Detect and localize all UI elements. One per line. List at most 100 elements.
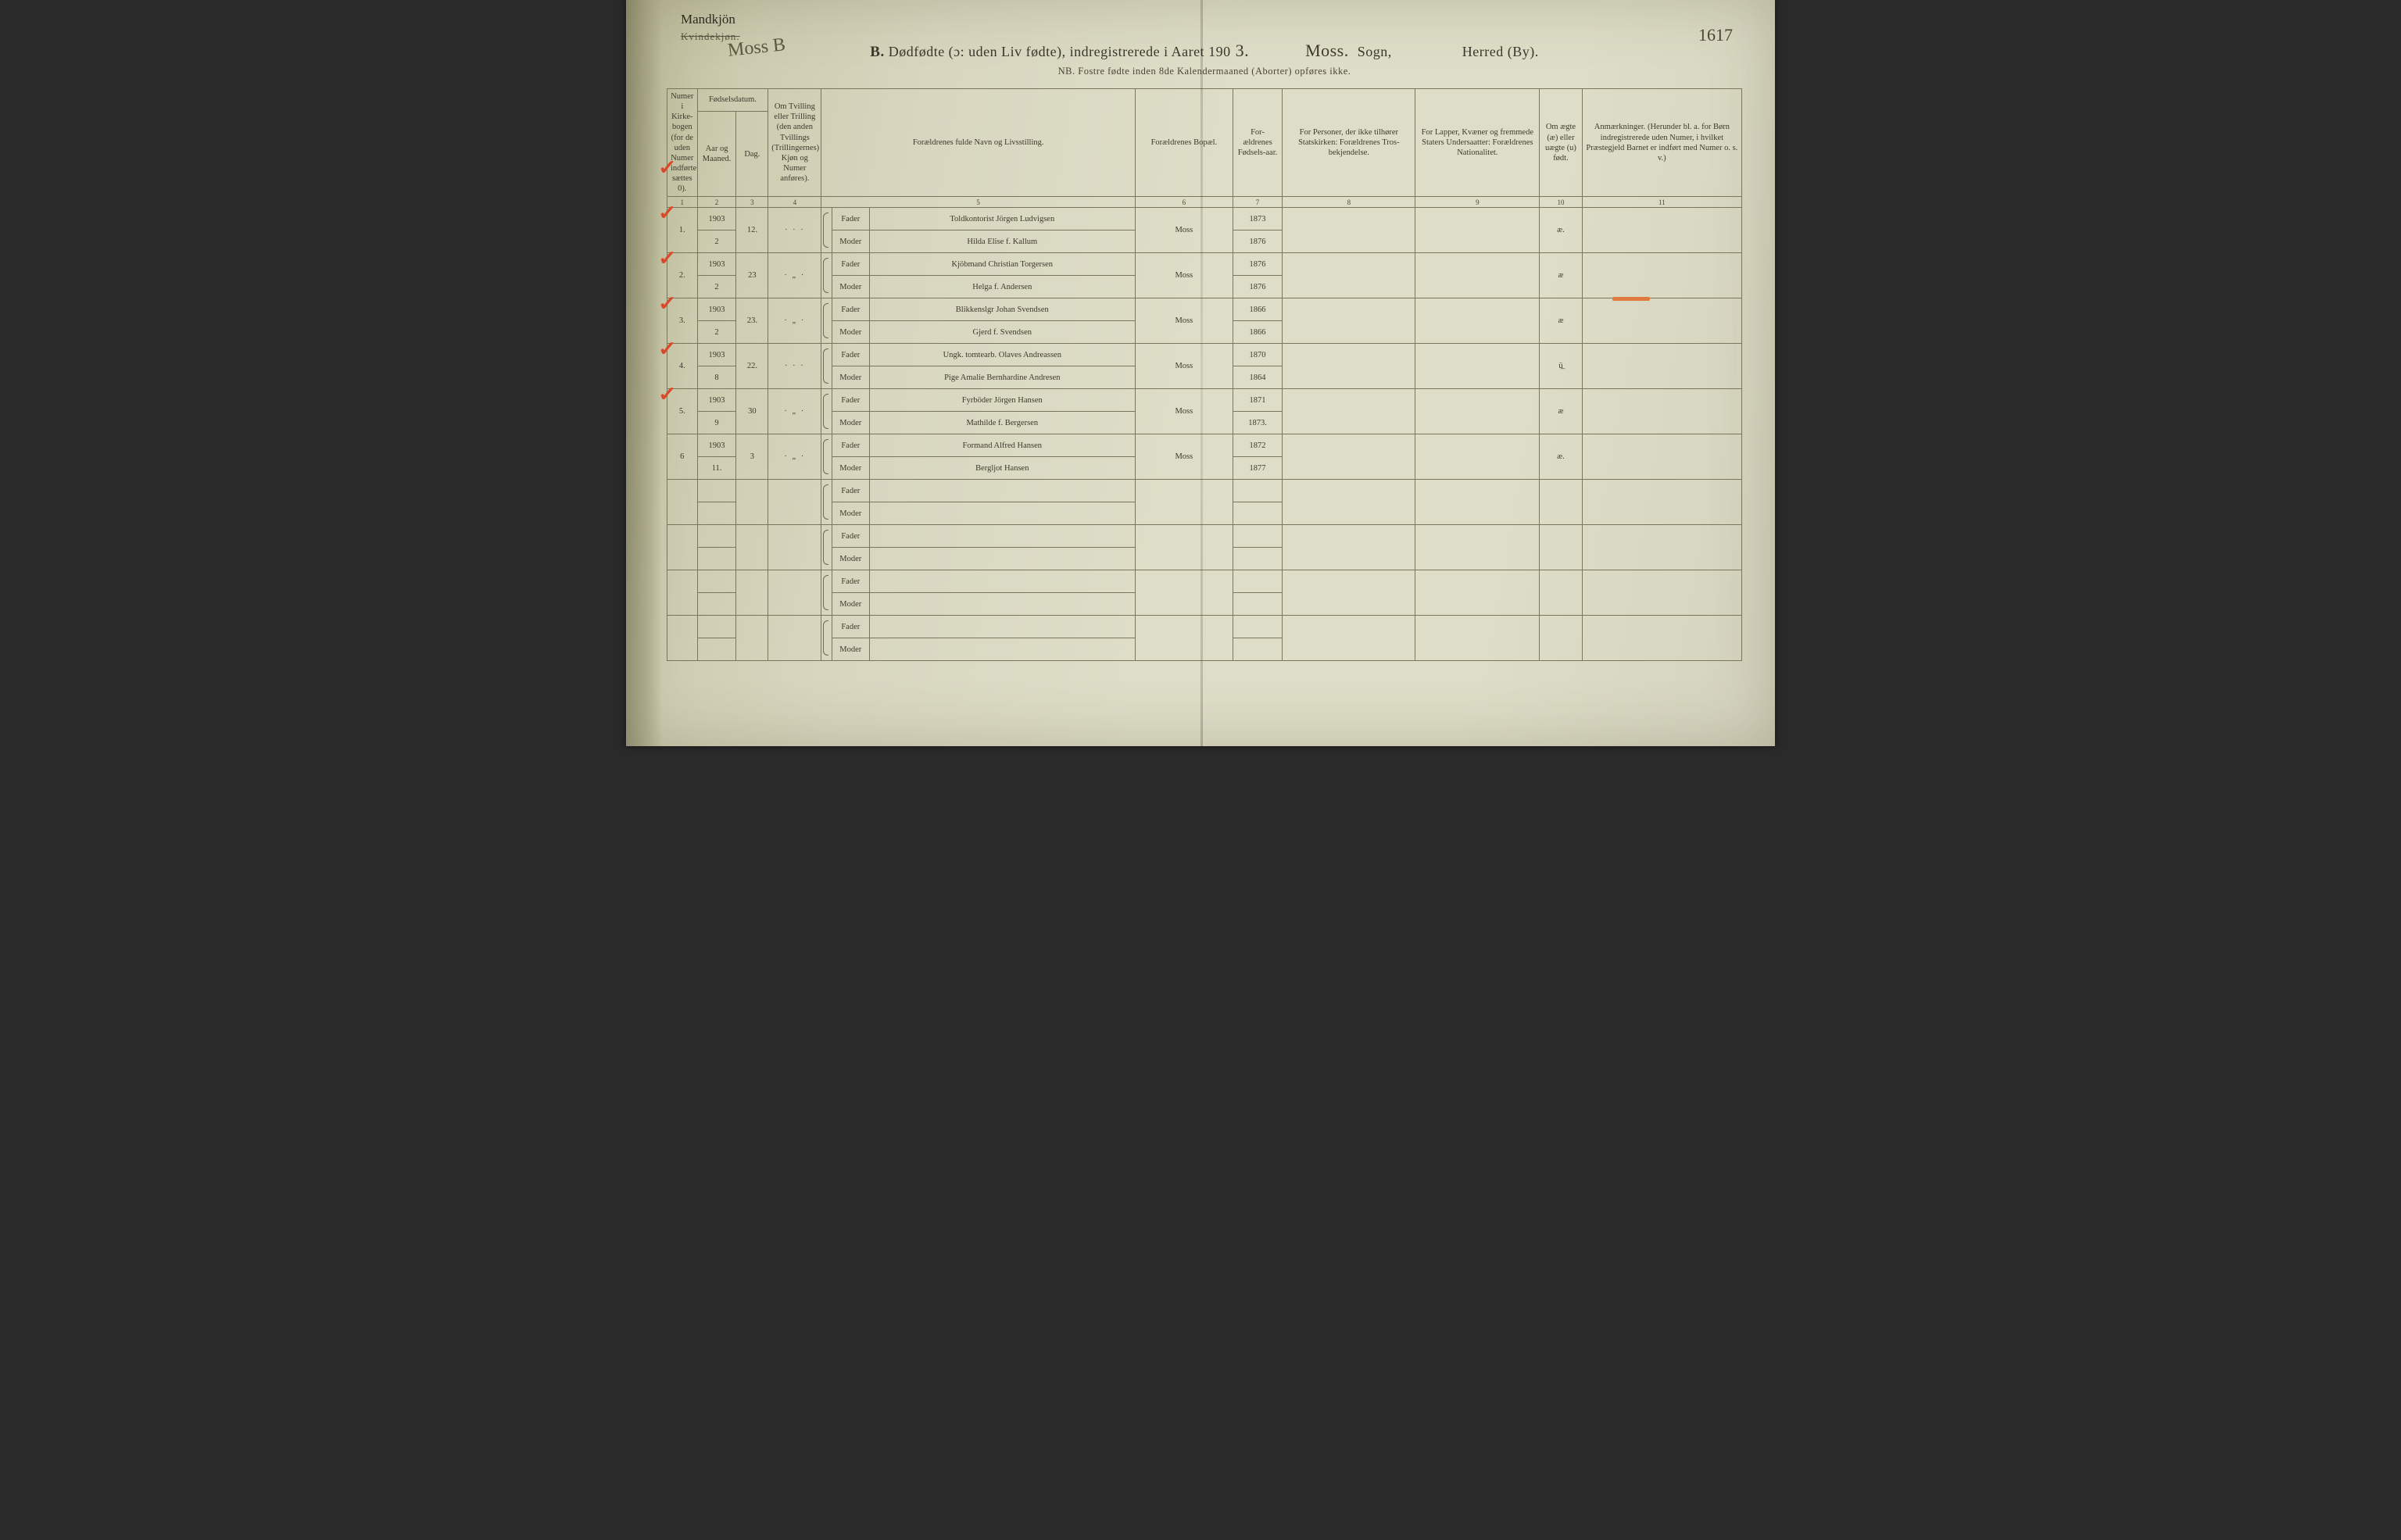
- legitimacy: æ: [1540, 253, 1582, 298]
- colnum: 9: [1415, 197, 1540, 208]
- entry-year: 1903: [697, 208, 736, 230]
- bracket: [821, 208, 832, 253]
- entry-tvilling: · · ·: [768, 344, 821, 389]
- father-birthyear: 1866: [1233, 298, 1283, 321]
- role-moder: Moder: [832, 593, 869, 616]
- col-2-group-header: Fødselsdatum.: [697, 89, 768, 112]
- entry-month: 11.: [697, 457, 736, 480]
- colnum: 4: [768, 197, 821, 208]
- father-name: Kjöbmand Christian Torgersen: [869, 253, 1135, 276]
- column-numbers-row: 1 2 3 4 5 6 7 8 9 10 11: [667, 197, 1742, 208]
- col-8-header: For Personer, der ikke tilhører Statskir…: [1283, 89, 1415, 197]
- mother-birthyear: 1877: [1233, 457, 1283, 480]
- mother-birthyear: 1864: [1233, 366, 1283, 389]
- register-table: Numer i Kirke-bogen (for de uden Numer i…: [667, 88, 1742, 661]
- role-fader: Fader: [832, 298, 869, 321]
- sogn-hand: Moss.: [1301, 41, 1354, 60]
- father-birthyear: 1872: [1233, 434, 1283, 457]
- residence: Moss: [1135, 298, 1233, 344]
- entry-row-fader: 619033· „ ·FaderFormand Alfred HansenMos…: [667, 434, 1742, 457]
- table-body: 1.190312.· · ·FaderToldkontorist Jörgen …: [667, 208, 1742, 661]
- title-prefix: B.: [870, 44, 884, 60]
- mother-birthyear: 1866: [1233, 321, 1283, 344]
- entry-tvilling: · · ·: [768, 208, 821, 253]
- role-moder: Moder: [832, 548, 869, 570]
- role-fader: Fader: [832, 525, 869, 548]
- entry-row-fader: 4.190322.· · ·FaderUngk. tomtearb. Olave…: [667, 344, 1742, 366]
- remark-dash-icon: [1612, 297, 1650, 301]
- entry-row-fader: 3.190323.· „ ·FaderBlikkenslgr Johan Sve…: [667, 298, 1742, 321]
- role-fader: Fader: [832, 208, 869, 230]
- nationality: [1415, 208, 1540, 253]
- nationality: [1415, 298, 1540, 344]
- colnum: 3: [736, 197, 768, 208]
- mother-name: Pige Amalie Bernhardine Andresen: [869, 366, 1135, 389]
- entry-year: 1903: [697, 253, 736, 276]
- colnum: 5: [821, 197, 1136, 208]
- mother-birthyear: 1876: [1233, 230, 1283, 253]
- entry-year: 1903: [697, 389, 736, 412]
- remarks: [1582, 344, 1741, 389]
- role-moder: Moder: [832, 502, 869, 525]
- father-birthyear: 1871: [1233, 389, 1283, 412]
- title-year: 3.: [1231, 41, 1254, 60]
- remarks: [1582, 253, 1741, 298]
- checkmark-icon: ✓: [658, 202, 677, 225]
- col-11-header: Anmærkninger. (Herunder bl. a. for Børn …: [1582, 89, 1741, 197]
- role-moder: Moder: [832, 638, 869, 661]
- father-birthyear: 1870: [1233, 344, 1283, 366]
- colnum: 8: [1283, 197, 1415, 208]
- mother-name: Bergljot Hansen: [869, 457, 1135, 480]
- bracket: [821, 253, 832, 298]
- col-2b-header: Dag.: [736, 111, 768, 196]
- col-6-header: Forældrenes Bopæl.: [1135, 89, 1233, 197]
- checkmark-icon: ✓: [658, 247, 677, 270]
- checkmark-icon: ✓: [658, 338, 677, 361]
- nationality: [1415, 253, 1540, 298]
- bracket: [821, 389, 832, 434]
- father-name: Blikkenslgr Johan Svendsen: [869, 298, 1135, 321]
- table-head: Numer i Kirke-bogen (for de uden Numer i…: [667, 89, 1742, 208]
- title-line: B. Dødfødte (ɔ: uden Liv fødte), indregi…: [667, 41, 1742, 61]
- legitimacy: æ: [1540, 298, 1582, 344]
- role-fader: Fader: [832, 480, 869, 502]
- legitimacy: æ.: [1540, 208, 1582, 253]
- mother-name: Gjerd f. Svendsen: [869, 321, 1135, 344]
- bracket: [821, 344, 832, 389]
- mother-name: Hilda Elise f. Kallum: [869, 230, 1135, 253]
- confession: [1283, 298, 1415, 344]
- empty-row: Fader: [667, 616, 1742, 638]
- confession: [1283, 389, 1415, 434]
- role-moder: Moder: [832, 321, 869, 344]
- col-1-header: Numer i Kirke-bogen (for de uden Numer i…: [667, 89, 698, 197]
- entry-month: 8: [697, 366, 736, 389]
- entry-year: 1903: [697, 298, 736, 321]
- role-fader: Fader: [832, 344, 869, 366]
- residence: Moss: [1135, 344, 1233, 389]
- remarks: [1582, 208, 1741, 253]
- col-4-header: Om Tvilling eller Trilling (den anden Tv…: [768, 89, 821, 197]
- subtitle: NB. Fostre fødte inden 8de Kalendermaane…: [667, 66, 1742, 77]
- entry-number: 6: [667, 434, 698, 480]
- confession: [1283, 253, 1415, 298]
- gender-handwritten: Mandkjön: [681, 12, 735, 27]
- role-moder: Moder: [832, 366, 869, 389]
- father-birthyear: 1873: [1233, 208, 1283, 230]
- entry-tvilling: · „ ·: [768, 298, 821, 344]
- entry-row-fader: 1.190312.· · ·FaderToldkontorist Jörgen …: [667, 208, 1742, 230]
- residence: Moss: [1135, 208, 1233, 253]
- empty-row: Fader: [667, 570, 1742, 593]
- checkmark-icon: ✓: [658, 383, 677, 406]
- role-moder: Moder: [832, 276, 869, 298]
- role-fader: Fader: [832, 616, 869, 638]
- nationality: [1415, 389, 1540, 434]
- entry-day: 12.: [736, 208, 768, 253]
- col-7-header: For-ældrenes Fødsels-aar.: [1233, 89, 1283, 197]
- father-name: Toldkontorist Jörgen Ludvigsen: [869, 208, 1135, 230]
- entry-month: 2: [697, 321, 736, 344]
- ledger-page: Mandkjön Kvindekjøn. 1617 Moss B B. Dødf…: [626, 0, 1775, 746]
- remarks: [1582, 389, 1741, 434]
- col-5-header: Forældrenes fulde Navn og Livsstilling.: [821, 89, 1136, 197]
- mother-birthyear: 1873.: [1233, 412, 1283, 434]
- entry-month: 2: [697, 276, 736, 298]
